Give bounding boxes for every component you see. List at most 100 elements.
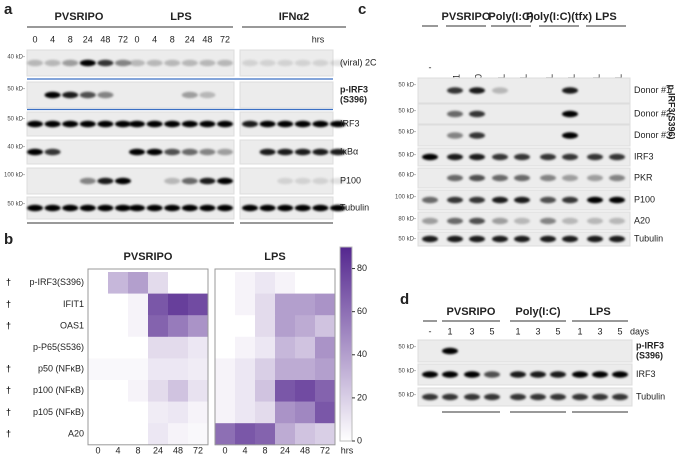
band <box>442 371 458 378</box>
heatmap-cell <box>88 272 109 294</box>
heatmap-cell <box>168 293 189 316</box>
heatmap-cell <box>275 423 296 446</box>
row-label: IFIT1 <box>63 299 84 309</box>
column-label: 0 <box>222 445 227 455</box>
band <box>330 148 346 156</box>
heatmap-cell <box>215 315 236 338</box>
blot-label: Tubulin <box>340 202 369 212</box>
band <box>592 393 608 401</box>
band <box>609 196 625 204</box>
row-label: p50 (NFκB) <box>38 364 84 374</box>
time-label: 0 <box>32 34 37 44</box>
heatmap-title: PVSRIPO <box>124 251 173 263</box>
lane-label: 1 <box>515 326 520 336</box>
group-title: LPS <box>589 306 610 318</box>
heatmap-cell <box>88 358 109 381</box>
blot <box>417 339 633 363</box>
heatmap-cell <box>275 336 296 359</box>
band <box>422 217 438 225</box>
band <box>562 235 578 243</box>
heatmap-cell <box>188 423 209 446</box>
heatmap-cell <box>108 293 129 316</box>
heatmap-cell <box>168 380 189 402</box>
band <box>79 177 96 185</box>
heatmap-cell <box>128 293 149 316</box>
x-unit: hrs <box>341 445 354 455</box>
band <box>540 217 556 225</box>
column-label: 72 <box>320 445 330 455</box>
size-marker: 40 kD- <box>7 55 25 61</box>
heatmap-cell <box>88 380 109 402</box>
band <box>164 120 181 128</box>
band <box>510 393 526 401</box>
band <box>294 177 311 185</box>
dagger: † <box>6 364 11 374</box>
heatmap-cell <box>255 336 276 359</box>
band <box>164 177 181 185</box>
blot-label: Tubulin <box>636 391 665 401</box>
time-unit: hrs <box>312 34 325 44</box>
heatmap-cell <box>255 423 276 446</box>
heatmap-cell <box>108 272 129 294</box>
band <box>199 148 216 156</box>
lane-label: - <box>429 62 432 72</box>
band <box>312 177 329 185</box>
size-marker: 50 kD- <box>398 83 416 89</box>
heatmap-cell <box>295 315 316 338</box>
size-marker: 50 kD- <box>398 369 416 375</box>
panel-label: d <box>400 291 409 308</box>
band <box>44 59 61 67</box>
heatmap-cell <box>295 380 316 402</box>
band <box>164 204 181 212</box>
heatmap-cell <box>148 315 169 338</box>
heatmap-cell <box>168 401 189 424</box>
size-marker: 100 kD- <box>4 173 25 179</box>
lane-label: 1 <box>577 326 582 336</box>
blot-label: (S396) <box>340 94 367 104</box>
band <box>79 59 96 67</box>
blot-label: p-IRF3 <box>636 340 664 350</box>
band <box>44 148 61 156</box>
band <box>612 393 628 401</box>
column-label: 48 <box>300 445 310 455</box>
band <box>164 59 181 67</box>
band <box>312 120 329 128</box>
heatmap-cell <box>128 315 149 338</box>
band <box>259 120 276 128</box>
band <box>562 196 578 204</box>
heatmap-cell <box>168 423 189 446</box>
band <box>514 196 530 204</box>
heatmap-cell <box>128 423 149 446</box>
band <box>447 110 463 118</box>
band <box>146 204 163 212</box>
band <box>587 217 603 225</box>
band <box>469 174 485 182</box>
band <box>312 148 329 156</box>
heatmap-cell <box>215 293 236 316</box>
panel-label: a <box>4 1 13 18</box>
band <box>62 120 79 128</box>
heatmap-cell <box>315 272 336 294</box>
blot-label: Tubulin <box>634 233 663 243</box>
heatmap-cell <box>315 358 336 381</box>
heatmap-cell <box>148 336 169 359</box>
band <box>514 217 530 225</box>
time-label: 72 <box>118 34 128 44</box>
band <box>442 393 458 401</box>
band <box>609 153 625 161</box>
heatmap-cell <box>295 423 316 446</box>
lane-label: 5 <box>489 326 494 336</box>
heatmap-cell <box>188 401 209 424</box>
heatmap-cell <box>215 380 236 402</box>
heatmap-cell <box>88 315 109 338</box>
lane-label: 3 <box>597 326 602 336</box>
heatmap-cell <box>128 272 149 294</box>
band <box>422 196 438 204</box>
band <box>540 153 556 161</box>
heatmap-cell <box>128 336 149 359</box>
band <box>562 174 578 182</box>
heatmap-cell <box>255 401 276 424</box>
heatmap-cell <box>215 336 236 359</box>
band <box>115 177 131 185</box>
heatmap-cell <box>188 380 209 402</box>
